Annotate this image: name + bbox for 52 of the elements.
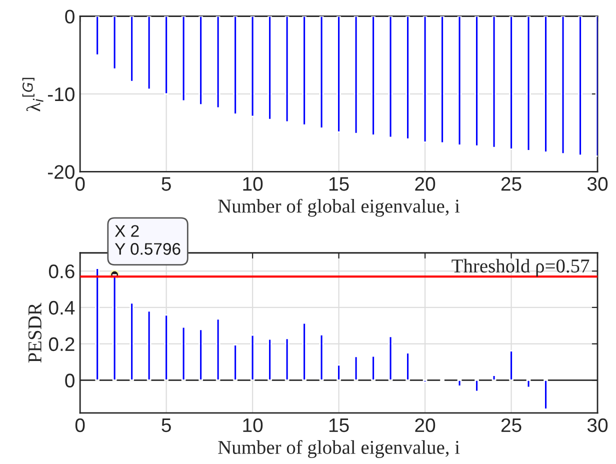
bar bbox=[371, 355, 376, 381]
bar bbox=[492, 374, 496, 381]
bar bbox=[268, 338, 272, 381]
x-tick-label: 0 bbox=[75, 418, 85, 432]
y-tick-label: 0.4 bbox=[48, 300, 75, 315]
bar bbox=[406, 352, 410, 381]
x-tick-label: 10 bbox=[243, 418, 263, 432]
x-axis-title: Number of global eigenvalue, i bbox=[218, 198, 460, 217]
x-tick-label: 20 bbox=[415, 418, 436, 432]
bar bbox=[146, 310, 152, 381]
bar bbox=[130, 302, 134, 381]
y-tick-label: -20 bbox=[48, 165, 74, 179]
y-axis-title: λ$_{i}$$^{[G]}$ bbox=[22, 78, 44, 112]
y-tick-label: 0 bbox=[65, 374, 74, 388]
x-tick-label: 25 bbox=[501, 418, 522, 432]
bar bbox=[526, 380, 531, 388]
x-tick-label: 0 bbox=[75, 177, 85, 191]
x-tick-label: 30 bbox=[587, 418, 608, 432]
bar bbox=[284, 338, 290, 381]
bar bbox=[509, 350, 514, 381]
bar bbox=[216, 318, 220, 381]
bar bbox=[250, 334, 255, 381]
ref-line-label: Threshold ρ=0.57 bbox=[452, 258, 590, 277]
y-tick-label: 0.6 bbox=[48, 264, 74, 278]
x-tick-label: 15 bbox=[329, 418, 349, 432]
bar bbox=[198, 328, 203, 381]
bar bbox=[95, 268, 100, 381]
bar bbox=[319, 334, 324, 381]
bar bbox=[544, 380, 548, 410]
bar bbox=[233, 344, 238, 381]
bar bbox=[164, 314, 168, 381]
x-tick-label: 5 bbox=[162, 418, 171, 432]
y-tick-label: 0.2 bbox=[48, 337, 74, 352]
x-axis-title: Number of global eigenvalue, i bbox=[218, 440, 460, 458]
x-tick-label: 10 bbox=[243, 177, 263, 191]
x-tick-label: 5 bbox=[162, 177, 171, 191]
y-tick-label: -10 bbox=[48, 87, 74, 102]
x-tick-label: 25 bbox=[501, 177, 522, 191]
bar bbox=[354, 356, 358, 381]
x-tick-label: 15 bbox=[329, 177, 349, 191]
y-axis-title: PESDR bbox=[28, 302, 42, 363]
bar bbox=[388, 336, 393, 381]
y-tick-label: 0 bbox=[65, 10, 74, 24]
x-tick-label: 30 bbox=[587, 177, 608, 191]
bar bbox=[457, 380, 462, 387]
bar bbox=[474, 380, 479, 392]
bar bbox=[336, 364, 341, 381]
bar bbox=[422, 380, 428, 383]
annotation: X 2 Y 0.5796 bbox=[114, 225, 180, 255]
bar bbox=[302, 322, 306, 381]
x-tick-label: 20 bbox=[415, 177, 436, 191]
bar bbox=[181, 326, 186, 381]
